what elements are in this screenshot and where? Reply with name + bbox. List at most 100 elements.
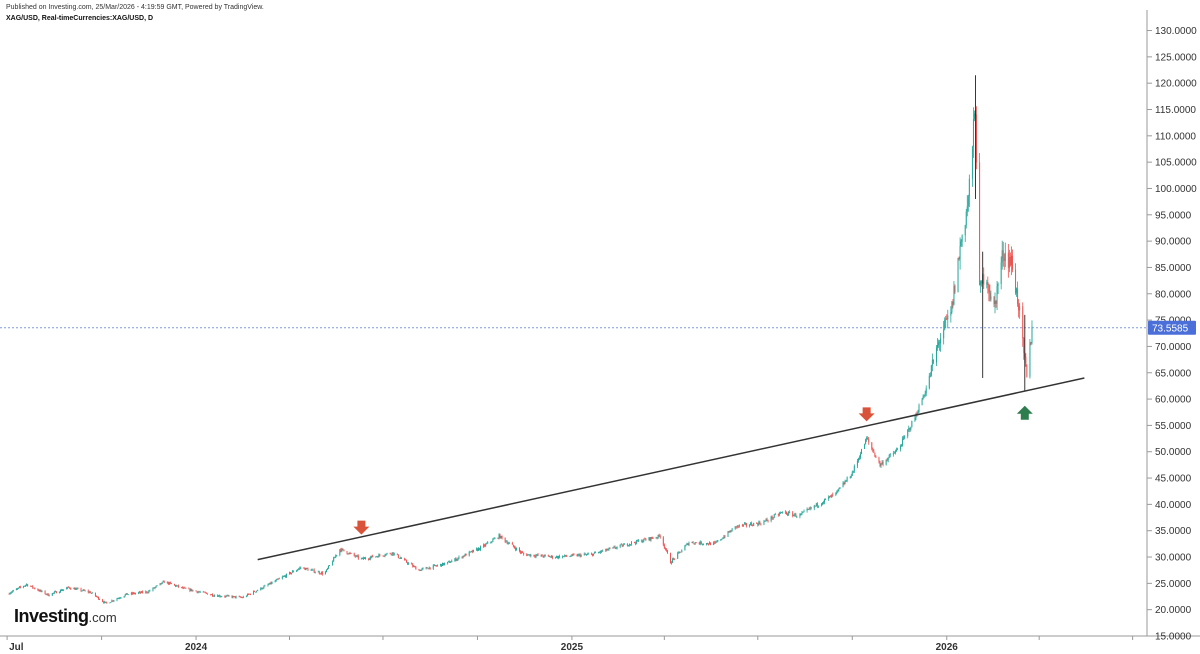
candle-body xyxy=(110,601,112,603)
candle-body xyxy=(328,565,330,569)
candle-body xyxy=(573,554,575,556)
candle-body xyxy=(837,489,839,492)
candle-body xyxy=(314,572,316,573)
candle-body xyxy=(945,318,947,320)
candle-body xyxy=(491,541,493,543)
candle-body xyxy=(1004,252,1006,261)
candle-body xyxy=(418,569,420,571)
symbol-title: XAG/USD, Real-timeCurrencies:XAG/USD, D xyxy=(6,15,154,22)
candle-body xyxy=(225,595,227,597)
candle-body xyxy=(19,586,21,588)
candle-body xyxy=(353,553,355,556)
candle-body xyxy=(444,563,446,565)
candle-body xyxy=(360,558,362,560)
candle-body xyxy=(493,538,495,540)
candle-body xyxy=(692,542,694,544)
candle-body xyxy=(80,588,82,591)
candle-body xyxy=(670,553,672,564)
candle-body xyxy=(407,562,409,564)
candle-body xyxy=(197,591,199,593)
candle-body xyxy=(134,593,136,595)
candle-body xyxy=(348,552,350,555)
candle-body xyxy=(17,587,19,589)
candle-body xyxy=(66,587,68,590)
candle-body xyxy=(844,481,846,485)
candle-body xyxy=(889,454,891,456)
candle-body xyxy=(529,554,531,557)
candle-body xyxy=(915,413,917,419)
candle-body xyxy=(461,556,463,558)
candle-body xyxy=(879,461,881,466)
candle-body xyxy=(281,576,283,579)
candle-body xyxy=(904,436,906,438)
candle-body xyxy=(686,543,688,545)
candle-body xyxy=(450,562,452,563)
y-tick-label: 40.0000 xyxy=(1155,500,1192,511)
candle-body xyxy=(336,554,338,556)
candle-body xyxy=(1000,262,1002,284)
candle-body xyxy=(511,542,513,545)
candle-body xyxy=(665,549,667,551)
candle-body xyxy=(809,507,811,510)
candle-body xyxy=(264,585,266,587)
candle-body xyxy=(363,557,365,559)
candle-body xyxy=(663,544,665,548)
candle-body xyxy=(74,588,76,590)
candle-body xyxy=(254,591,256,592)
candle-body xyxy=(1003,257,1005,261)
candle-body xyxy=(142,591,144,593)
candle-body xyxy=(434,565,436,566)
y-tick-label: 110.0000 xyxy=(1155,131,1196,142)
candle-body xyxy=(1026,366,1028,377)
candle-body xyxy=(420,569,422,571)
candle-body xyxy=(102,599,104,602)
candle-body xyxy=(705,543,707,545)
candle-body xyxy=(817,505,819,507)
candle-body xyxy=(770,516,772,521)
candle-body xyxy=(241,597,243,599)
candle-body xyxy=(428,567,430,570)
candle-body xyxy=(810,507,812,509)
candle-body xyxy=(831,494,833,498)
candle-body xyxy=(332,561,334,566)
candle-body xyxy=(304,567,306,570)
candle-body xyxy=(283,575,285,577)
candle-body xyxy=(652,538,654,539)
candle-body xyxy=(392,552,394,555)
candle-body xyxy=(836,491,838,493)
candle-body xyxy=(530,554,532,557)
candle-body xyxy=(694,542,696,544)
candle-body xyxy=(566,556,568,558)
candle-body xyxy=(741,524,743,526)
candle-body xyxy=(33,587,35,589)
candle-body xyxy=(426,567,428,569)
candle-body xyxy=(731,528,733,532)
candle-body xyxy=(674,558,676,560)
candle-body xyxy=(167,582,169,585)
candle-body xyxy=(722,538,724,540)
candle-body xyxy=(643,538,645,542)
candle-body xyxy=(917,412,919,415)
candle-body xyxy=(922,396,924,400)
candle-body xyxy=(384,555,386,557)
candle-body xyxy=(476,548,478,551)
candle-body xyxy=(864,444,866,449)
candle-body xyxy=(972,118,974,147)
candle-body xyxy=(980,281,982,286)
candle-body xyxy=(505,541,507,543)
y-tick-label: 45.0000 xyxy=(1155,474,1192,485)
candle-body xyxy=(824,498,826,503)
candle-body xyxy=(533,554,535,557)
logo-brand: Investing xyxy=(14,606,89,626)
y-tick-label: 95.0000 xyxy=(1155,210,1192,221)
candle-body xyxy=(801,512,803,514)
candle-body xyxy=(629,544,631,546)
candle-body xyxy=(1023,338,1025,353)
chart-header: Published on Investing.com, 25/Mar/2026 … xyxy=(6,3,264,25)
y-tick-label: 35.0000 xyxy=(1155,526,1192,537)
candle-body xyxy=(233,596,235,597)
candle-body xyxy=(307,568,309,571)
candle-body xyxy=(902,438,904,446)
candle-body xyxy=(9,593,11,595)
